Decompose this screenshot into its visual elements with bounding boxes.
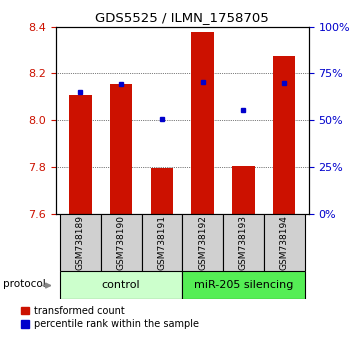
Text: protocol: protocol	[3, 279, 45, 289]
FancyBboxPatch shape	[60, 214, 101, 271]
Text: GSM738190: GSM738190	[117, 215, 126, 270]
Bar	[273, 56, 295, 214]
Text: GSM738194: GSM738194	[280, 215, 289, 270]
Text: GSM738193: GSM738193	[239, 215, 248, 270]
Text: GSM738191: GSM738191	[157, 215, 166, 270]
Title: GDS5525 / ILMN_1758705: GDS5525 / ILMN_1758705	[95, 11, 269, 24]
FancyBboxPatch shape	[182, 271, 305, 299]
Bar	[232, 166, 255, 214]
Text: control: control	[102, 280, 140, 290]
Bar	[69, 95, 92, 214]
FancyBboxPatch shape	[60, 271, 182, 299]
Bar	[191, 33, 214, 214]
Bar	[151, 169, 173, 214]
Bar	[110, 84, 132, 214]
Legend: transformed count, percentile rank within the sample: transformed count, percentile rank withi…	[19, 304, 201, 331]
FancyBboxPatch shape	[101, 214, 142, 271]
Text: GSM738189: GSM738189	[76, 215, 85, 270]
Text: miR-205 silencing: miR-205 silencing	[194, 280, 293, 290]
FancyBboxPatch shape	[264, 214, 305, 271]
Text: GSM738192: GSM738192	[198, 215, 207, 270]
FancyBboxPatch shape	[142, 214, 182, 271]
FancyBboxPatch shape	[182, 214, 223, 271]
FancyBboxPatch shape	[223, 214, 264, 271]
